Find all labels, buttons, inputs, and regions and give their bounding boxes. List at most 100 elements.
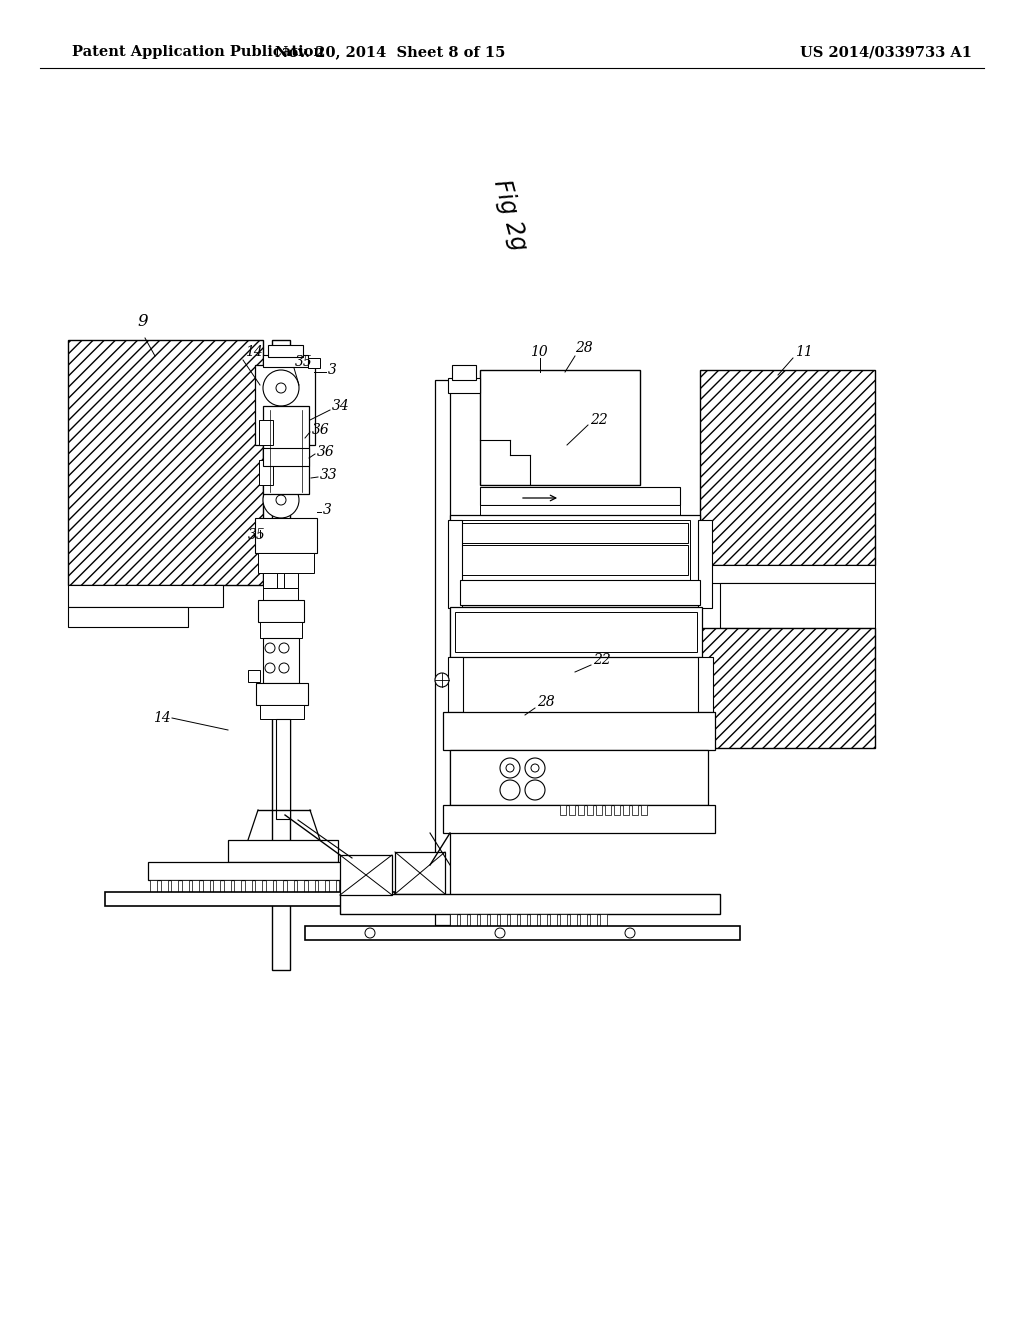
Bar (263, 587, 298, 601)
Circle shape (435, 673, 449, 686)
Bar (480, 506, 680, 515)
Bar (480, 913, 487, 927)
Bar (700, 370, 874, 565)
Bar (450, 913, 457, 927)
Bar (256, 682, 308, 705)
Bar (255, 880, 262, 892)
Bar (259, 420, 273, 445)
Bar (449, 378, 480, 393)
Bar (260, 622, 302, 638)
Bar (248, 671, 260, 682)
Text: 22: 22 (593, 653, 610, 667)
Bar (520, 913, 527, 927)
Bar (297, 880, 304, 892)
Bar (596, 805, 602, 814)
Bar (510, 913, 517, 927)
Circle shape (263, 370, 299, 407)
Bar (258, 601, 304, 622)
Bar (530, 913, 537, 927)
Bar (68, 585, 223, 607)
Bar (449, 520, 462, 609)
Bar (450, 607, 702, 657)
Bar (443, 805, 715, 833)
Bar (700, 628, 874, 748)
Circle shape (531, 764, 539, 772)
Bar (455, 612, 697, 652)
Bar (203, 880, 210, 892)
Bar (255, 517, 317, 553)
Bar (272, 341, 290, 970)
Text: 10: 10 (530, 345, 548, 359)
Bar (340, 894, 720, 913)
Bar (260, 705, 304, 719)
Bar (395, 851, 445, 894)
Text: 28: 28 (537, 696, 555, 709)
Bar (318, 880, 325, 892)
Bar (213, 880, 220, 892)
Bar (339, 880, 346, 892)
Bar (580, 913, 587, 927)
Bar (228, 840, 338, 862)
Bar (540, 913, 547, 927)
Bar (462, 545, 688, 576)
Bar (443, 711, 715, 750)
Bar (720, 583, 874, 628)
Bar (68, 607, 188, 627)
Text: 22: 22 (590, 413, 608, 426)
Bar (161, 880, 168, 892)
Circle shape (276, 383, 286, 393)
Bar (340, 855, 392, 895)
Bar (68, 341, 263, 585)
Bar (450, 750, 708, 805)
Bar (287, 880, 294, 892)
Bar (480, 487, 680, 506)
Bar (307, 880, 314, 892)
Text: 11: 11 (795, 345, 813, 359)
Bar (245, 880, 252, 892)
Bar (263, 447, 309, 466)
Text: 14: 14 (153, 711, 171, 725)
Text: 35: 35 (248, 528, 266, 543)
Text: US 2014/0339733 A1: US 2014/0339733 A1 (800, 45, 972, 59)
Bar (460, 520, 690, 579)
Bar (105, 892, 395, 906)
Bar (265, 880, 272, 892)
Bar (255, 366, 315, 445)
Text: 33: 33 (319, 469, 338, 482)
Bar (258, 553, 314, 573)
Bar (449, 657, 463, 711)
Bar (263, 407, 309, 494)
Bar (276, 719, 290, 818)
Bar (698, 520, 712, 609)
Bar (550, 913, 557, 927)
Bar (614, 805, 620, 814)
Text: 9: 9 (137, 313, 147, 330)
Bar (480, 370, 640, 484)
Bar (193, 880, 199, 892)
Text: Patent Application Publication: Patent Application Publication (72, 45, 324, 59)
Circle shape (506, 764, 514, 772)
Bar (181, 880, 188, 892)
Circle shape (265, 643, 275, 653)
Bar (435, 380, 450, 925)
Bar (305, 927, 740, 940)
Text: 36: 36 (317, 445, 335, 459)
Bar (470, 913, 477, 927)
Bar (578, 805, 584, 814)
Text: 34: 34 (332, 399, 350, 413)
Bar (590, 913, 597, 927)
Bar (450, 515, 700, 585)
Bar (490, 913, 497, 927)
Circle shape (279, 663, 289, 673)
Bar (263, 638, 299, 682)
Circle shape (279, 643, 289, 653)
Bar (308, 358, 319, 368)
Bar (623, 805, 629, 814)
Bar (587, 805, 593, 814)
Text: 36: 36 (312, 422, 330, 437)
Circle shape (495, 928, 505, 939)
Bar (569, 805, 575, 814)
Circle shape (500, 758, 520, 777)
Text: Fig 2g: Fig 2g (489, 177, 531, 253)
Text: 35: 35 (295, 355, 312, 370)
